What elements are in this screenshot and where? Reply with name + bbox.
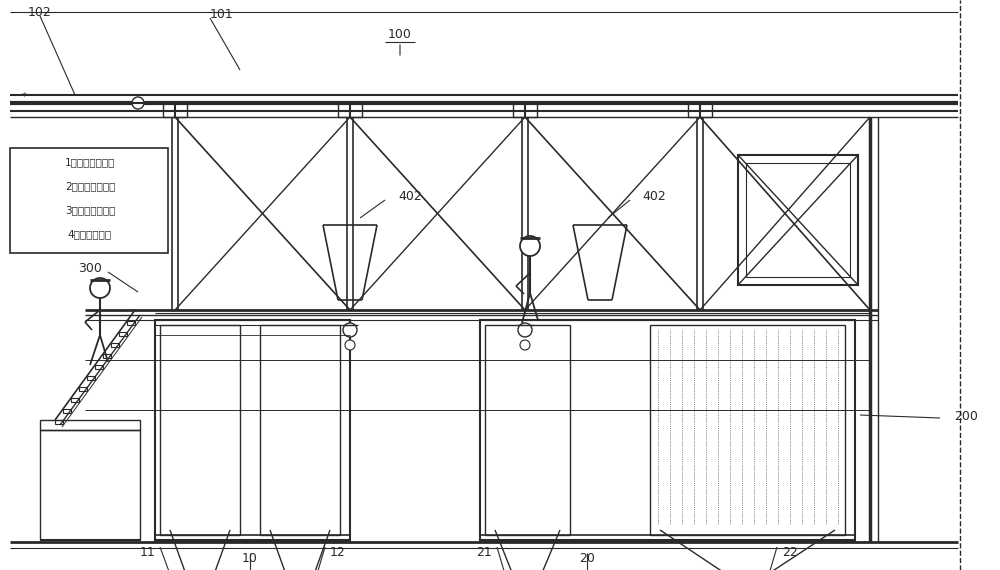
Bar <box>260 325 340 535</box>
Circle shape <box>343 323 357 337</box>
Bar <box>63 409 71 413</box>
Bar <box>10 148 168 253</box>
Circle shape <box>132 97 144 109</box>
Circle shape <box>90 278 110 298</box>
Bar <box>87 376 95 380</box>
Bar <box>103 354 111 358</box>
Bar <box>746 163 850 277</box>
Bar <box>119 332 127 336</box>
Text: 20: 20 <box>579 552 595 564</box>
Text: 100: 100 <box>388 27 412 40</box>
Text: 402: 402 <box>642 190 666 203</box>
Text: 101: 101 <box>210 7 234 21</box>
Text: 10: 10 <box>242 552 258 564</box>
Text: 12: 12 <box>330 545 346 559</box>
Bar <box>513 103 537 117</box>
Bar <box>485 325 570 535</box>
Bar <box>338 103 362 117</box>
Bar <box>480 320 855 540</box>
Bar <box>95 365 103 369</box>
Text: 3、压缩空气弹管: 3、压缩空气弹管 <box>65 205 115 215</box>
Text: 21: 21 <box>476 545 492 559</box>
Bar <box>155 320 350 540</box>
Text: 102: 102 <box>28 6 52 19</box>
Circle shape <box>520 340 530 350</box>
Text: 402: 402 <box>398 190 422 203</box>
Bar <box>79 387 87 391</box>
Bar <box>55 420 63 424</box>
Bar <box>163 103 187 117</box>
Bar <box>40 430 140 540</box>
Text: 2、蒸汿疏水弹管: 2、蒸汿疏水弹管 <box>65 181 115 191</box>
Text: 4、除盐水弹管: 4、除盐水弹管 <box>68 229 112 239</box>
Bar <box>650 325 845 535</box>
Bar <box>688 103 712 117</box>
Bar <box>738 155 858 285</box>
Bar <box>71 398 79 402</box>
Bar <box>127 321 135 325</box>
Circle shape <box>520 236 540 256</box>
Circle shape <box>518 323 532 337</box>
Bar <box>160 325 240 535</box>
Text: 1、蒸汿入口弹管: 1、蒸汿入口弹管 <box>65 157 115 167</box>
Text: 22: 22 <box>782 545 798 559</box>
Circle shape <box>345 340 355 350</box>
Text: 300: 300 <box>78 262 102 275</box>
Bar <box>111 343 119 347</box>
Text: 200: 200 <box>954 409 978 422</box>
Bar <box>40 420 140 430</box>
Text: *: * <box>22 92 27 102</box>
Text: 11: 11 <box>139 545 155 559</box>
